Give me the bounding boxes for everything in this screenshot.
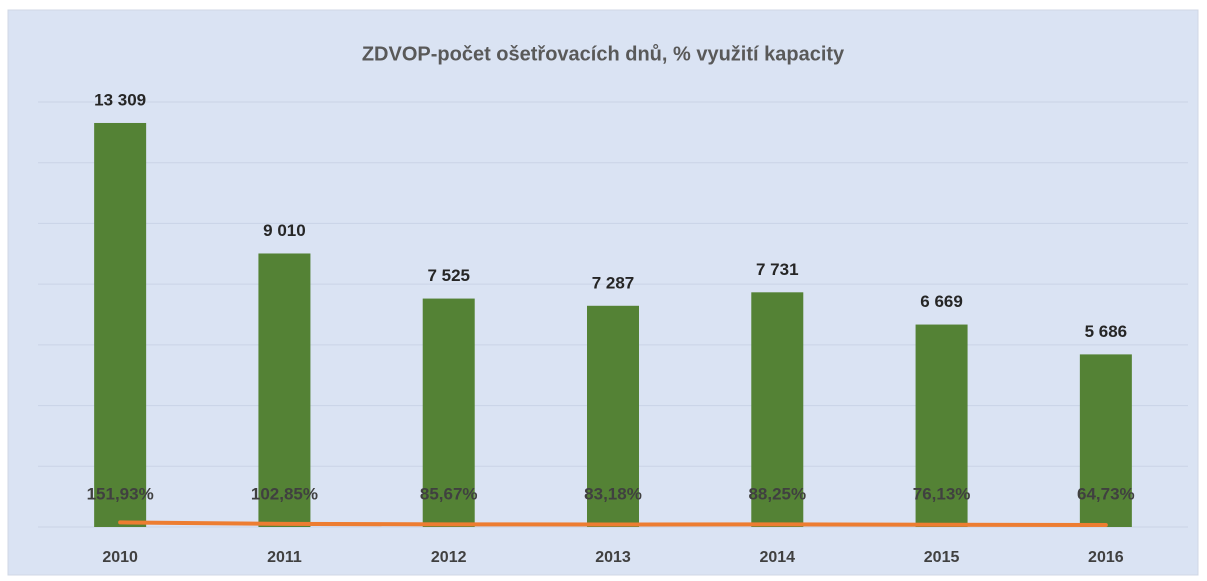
data-label: 88,25% bbox=[748, 484, 806, 503]
data-label: 102,85% bbox=[251, 484, 318, 503]
data-label: 76,13% bbox=[913, 484, 971, 503]
data-label: 151,93% bbox=[87, 484, 154, 503]
data-label: 7 287 bbox=[592, 273, 635, 292]
bar bbox=[751, 292, 804, 527]
bar bbox=[422, 298, 475, 527]
x-tick-label: 2013 bbox=[595, 549, 631, 566]
data-label: 85,67% bbox=[420, 484, 478, 503]
line bbox=[118, 520, 1108, 528]
data-label: 83,18% bbox=[584, 484, 642, 503]
bar bbox=[915, 324, 968, 527]
data-label: 5 686 bbox=[1085, 322, 1128, 341]
data-label: 13 309 bbox=[94, 90, 146, 109]
bar bbox=[1079, 354, 1132, 527]
x-tick-label: 2011 bbox=[267, 549, 302, 566]
data-label: 64,73% bbox=[1077, 484, 1135, 503]
data-label: 9 010 bbox=[263, 221, 306, 240]
x-tick-label: 2016 bbox=[1088, 549, 1124, 566]
bar bbox=[258, 253, 311, 527]
x-tick-label: 2010 bbox=[102, 549, 138, 566]
x-tick-label: 2015 bbox=[924, 549, 960, 566]
chart-title: ZDVOP-počet ošetřovacích dnů, % využití … bbox=[362, 43, 845, 65]
data-label: 7 525 bbox=[427, 266, 470, 285]
data-label: 7 731 bbox=[756, 260, 799, 279]
x-tick-label: 2012 bbox=[431, 549, 467, 566]
bar bbox=[94, 122, 147, 528]
bar bbox=[587, 305, 639, 527]
data-label: 6 669 bbox=[920, 292, 963, 311]
x-tick-label: 2014 bbox=[759, 549, 795, 566]
